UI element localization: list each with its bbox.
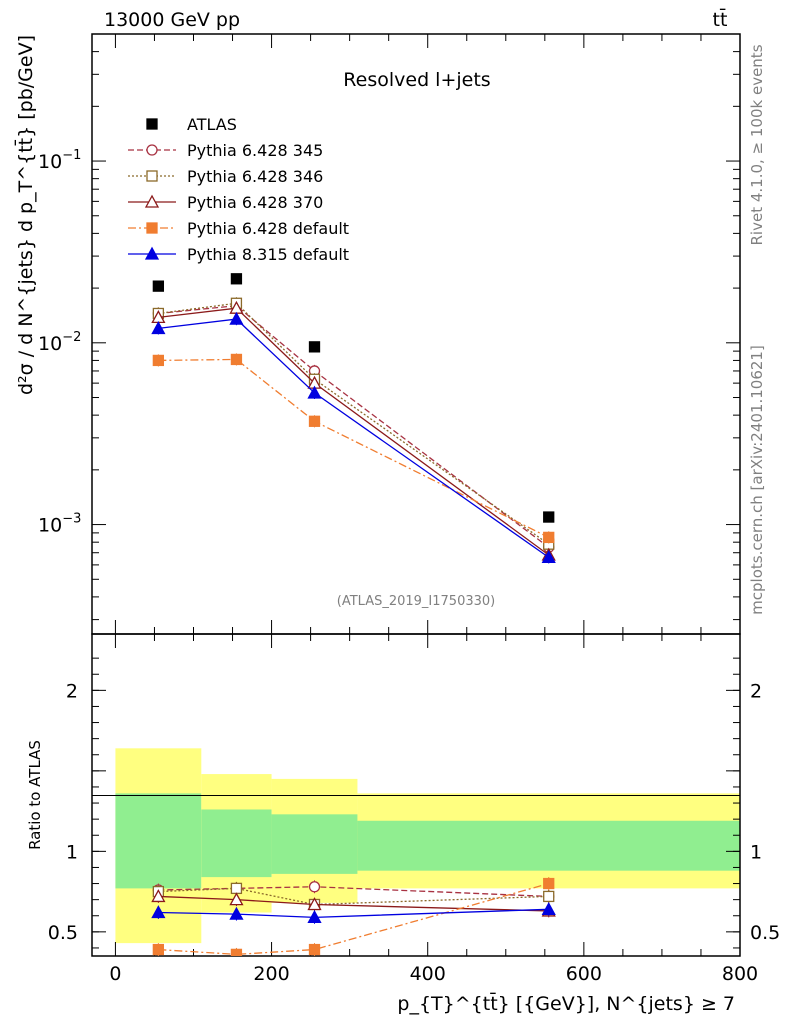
source-label: mcplots.cern.ch [arXiv:2401.10621]	[748, 345, 766, 615]
ratio-data-point	[230, 882, 243, 895]
ratio-data-point	[308, 943, 321, 956]
ratio-data-point	[307, 910, 322, 924]
x-tick-label: 0	[109, 963, 121, 985]
main-y-axis-title: d²σ / d N^{jets} d p_T^{tt̄} [pb/GeV]	[13, 35, 37, 395]
ratio-data-point	[307, 897, 322, 911]
ratio-series-line	[158, 908, 549, 919]
green-band-bin	[271, 814, 358, 874]
legend-label: Pythia 8.315 default	[187, 245, 349, 264]
data-point	[152, 354, 165, 367]
process-label: tt̄	[713, 7, 728, 31]
ratio-data-point	[229, 906, 244, 920]
legend-label: Pythia 6.428 default	[187, 219, 349, 238]
x-tick-label: 800	[722, 963, 758, 985]
plot-title: Resolved l+jets	[343, 69, 490, 91]
ratio-y-tick-label: 2	[750, 680, 762, 702]
y-tick-label: 10−2	[38, 330, 81, 355]
ratio-data-point	[543, 890, 555, 903]
ratio-data-point	[230, 948, 243, 956]
ratio-data-point	[543, 877, 555, 890]
analysis-tag: (ATLAS_2019_I1750330)	[337, 594, 495, 609]
series-line	[158, 302, 550, 545]
y-tick-label: 10−1	[38, 148, 81, 173]
ratio-series-line	[158, 887, 549, 906]
data-point	[152, 280, 165, 292]
rivet-label: Rivet 4.1.0, ≥ 100k events	[748, 44, 766, 245]
ratio-data-point	[541, 901, 556, 915]
legend-marker	[144, 246, 160, 260]
axis-ticks: 10−1 10−2 10−3 0 200 400 600 800 0.5 0.5 1 1 2 2	[38, 33, 780, 985]
ratio-series-line	[158, 882, 549, 956]
data-point	[541, 550, 556, 564]
ratio-y-tick-label: 0.5	[48, 922, 78, 944]
legend-marker	[146, 118, 158, 130]
ratio-y-tick-label: 1	[750, 841, 762, 863]
ratio-data-point	[152, 943, 165, 956]
data-point	[543, 531, 555, 544]
y-tick-label: 10−3	[38, 512, 81, 537]
x-tick-label: 200	[253, 963, 289, 985]
series-line	[158, 307, 550, 556]
x-tick-label: 400	[410, 963, 446, 985]
legend-label: Pythia 6.428 346	[187, 167, 323, 186]
data-point	[307, 385, 322, 399]
green-band-bin	[357, 820, 740, 871]
legend-marker	[146, 170, 158, 182]
legend-label: ATLAS	[187, 115, 237, 134]
energy-label: 13000 GeV pp	[104, 9, 240, 31]
ratio-data-point	[151, 889, 166, 903]
ratio-y-tick-label: 0.5	[750, 922, 780, 944]
ratio-y-axis-title: Ratio to ATLAS	[26, 740, 44, 850]
ratio-y-tick-label: 2	[66, 680, 78, 702]
data-point	[308, 341, 321, 353]
data-point	[230, 273, 243, 285]
ratio-data-point	[308, 881, 321, 893]
legend-marker	[144, 194, 160, 208]
series-line	[158, 318, 550, 558]
legend-label: Pythia 6.428 345	[187, 141, 323, 160]
ratio-series-line	[158, 895, 549, 912]
data-point	[151, 321, 166, 335]
x-axis-title: p_{T}^{tt̄} [{GeV}], N^{jets} ≥ 7	[397, 991, 735, 1015]
legend-marker	[146, 144, 158, 156]
legend-marker	[146, 222, 158, 234]
series-line	[158, 358, 550, 538]
series-line	[158, 305, 550, 548]
green-band-bin	[201, 809, 272, 878]
data-point	[229, 311, 244, 325]
ratio-series-group	[151, 877, 556, 956]
ratio-series-line	[158, 886, 549, 898]
green-band-bin	[115, 793, 202, 889]
ratio-data-point	[229, 892, 244, 906]
legend: ATLAS Pythia 6.428 345 Pythia 6.428 346 Pyt…	[128, 115, 349, 264]
x-tick-label: 600	[566, 963, 602, 985]
data-point	[308, 415, 321, 427]
legend-label: Pythia 6.428 370	[187, 193, 323, 212]
main-series-group	[151, 273, 556, 564]
data-point	[543, 511, 555, 523]
ratio-data-point	[151, 905, 166, 919]
data-point	[230, 353, 243, 366]
ratio-y-tick-label: 1	[66, 841, 78, 863]
